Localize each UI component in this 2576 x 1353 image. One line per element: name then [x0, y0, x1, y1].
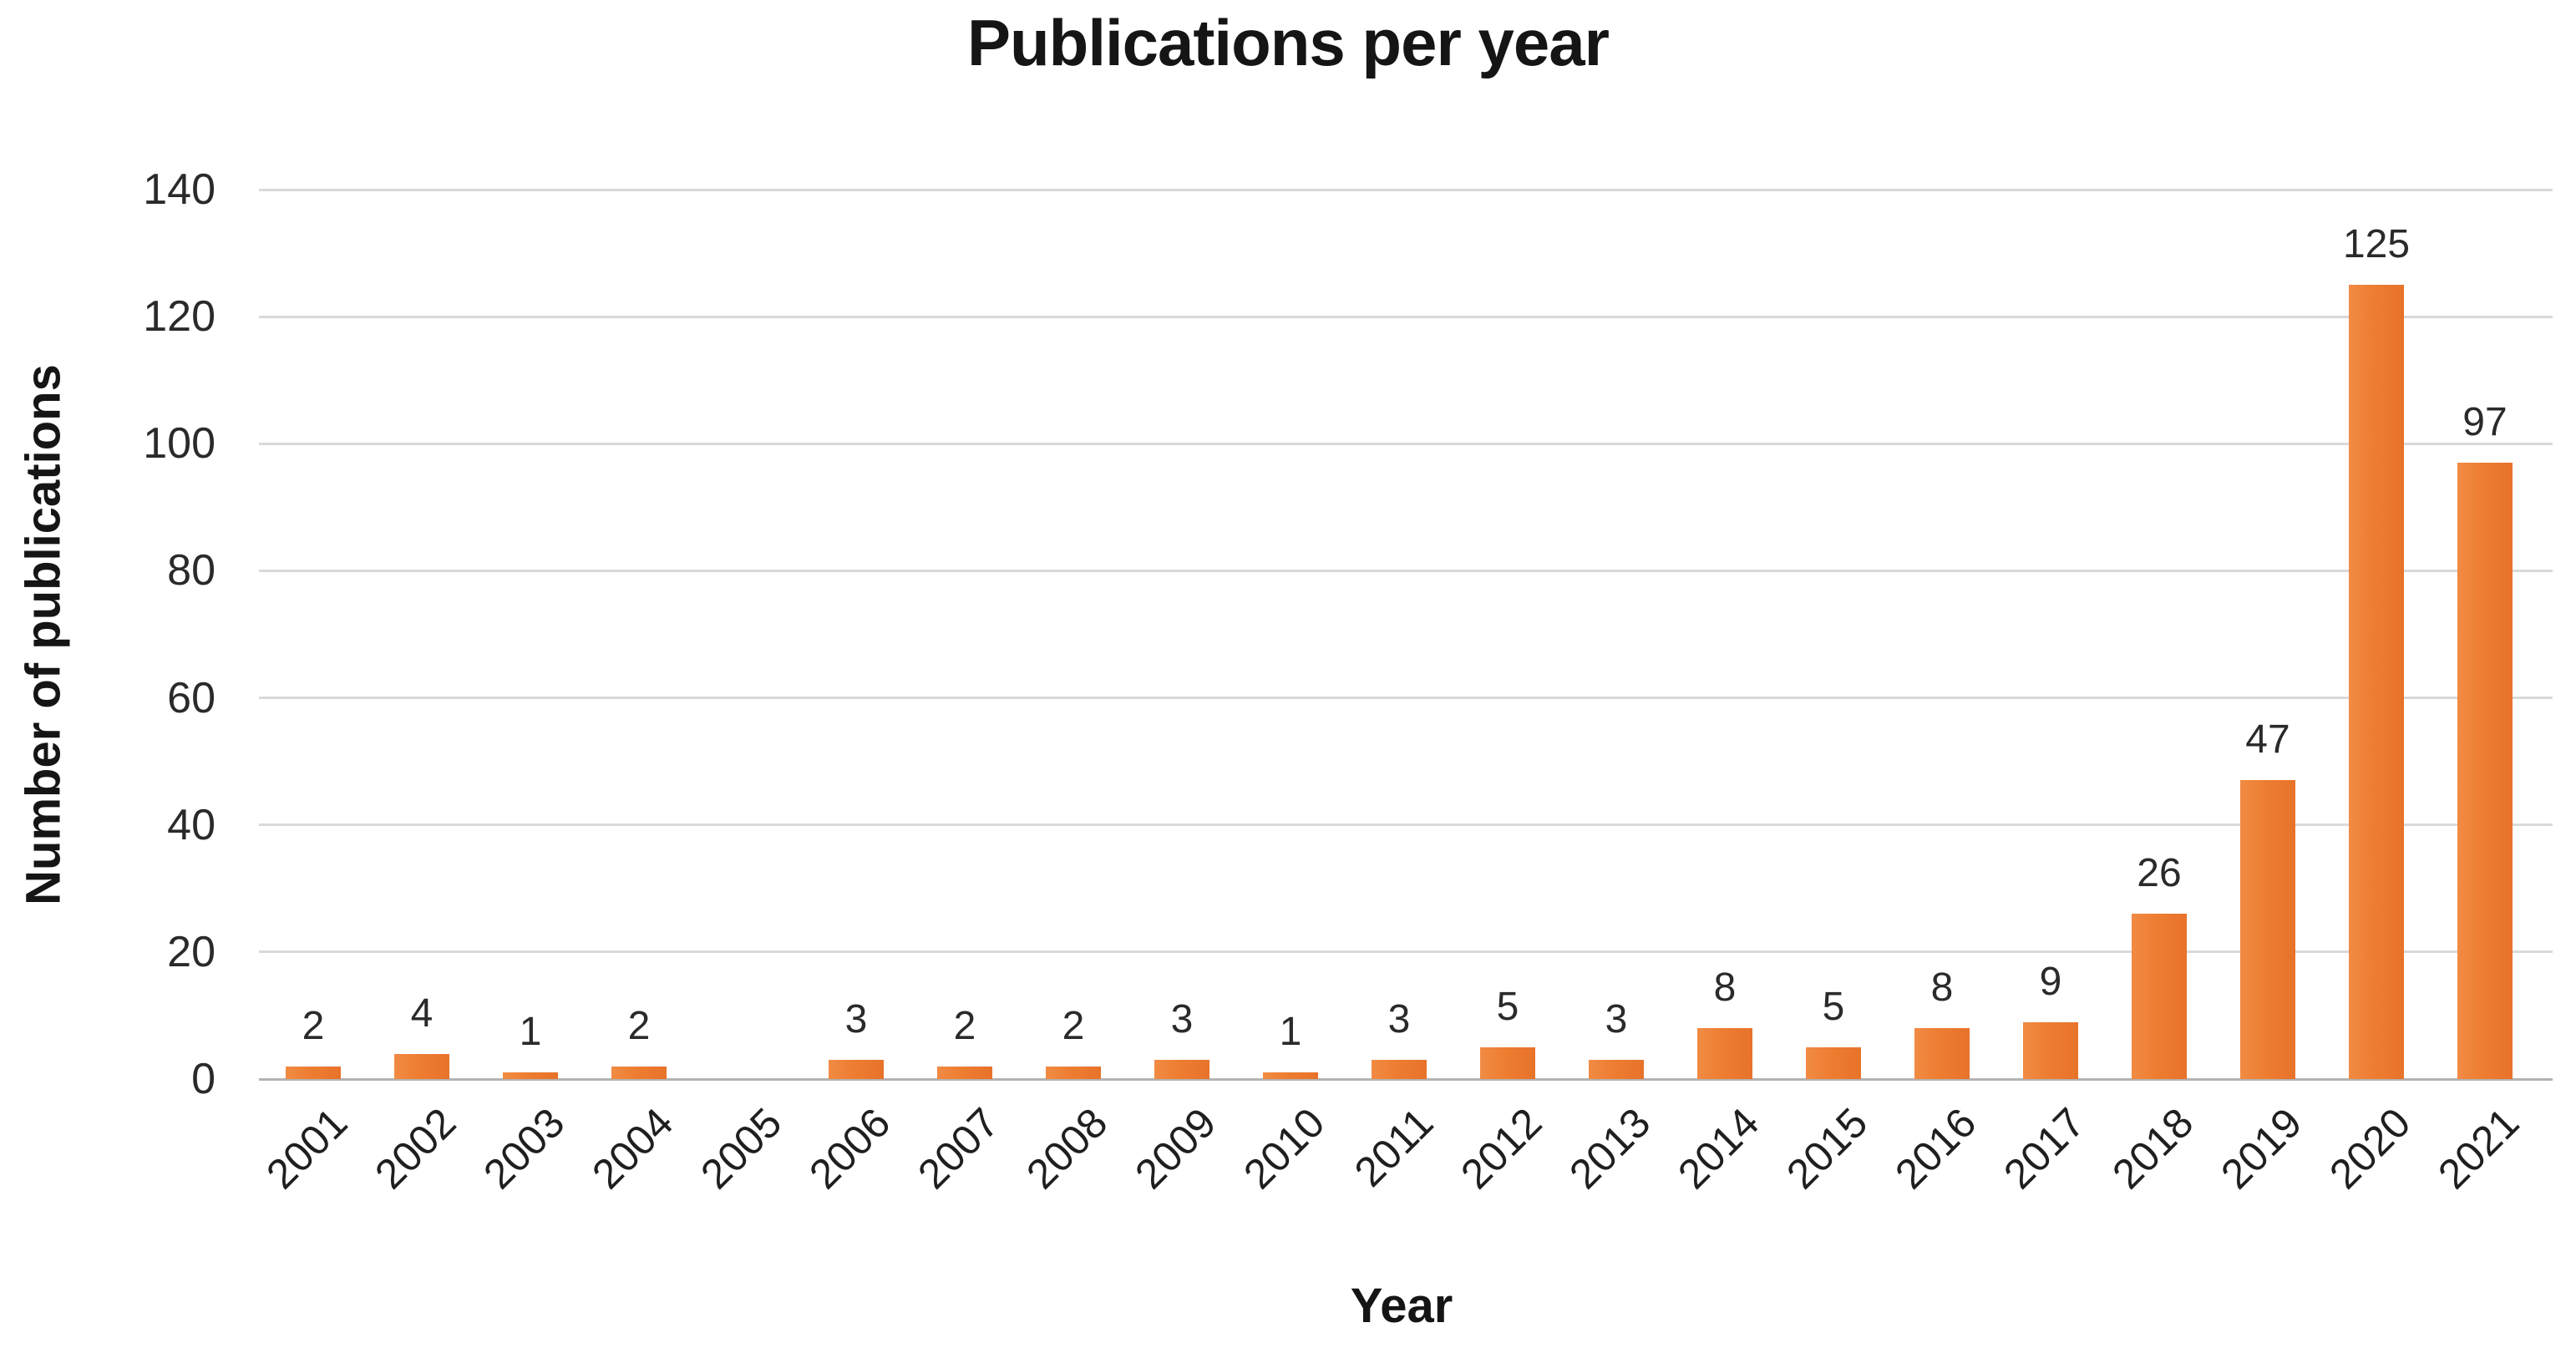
x-tick-label: 2017 [1995, 1098, 2094, 1198]
bar [2349, 285, 2404, 1079]
x-tick-label: 2011 [1345, 1098, 1443, 1196]
bar [1589, 1060, 1644, 1079]
x-tick-label: 2016 [1886, 1098, 1985, 1198]
bar [937, 1066, 992, 1079]
y-tick-label: 100 [143, 419, 216, 469]
chart-title: Publications per year [967, 6, 1610, 79]
y-tick-label: 140 [143, 165, 216, 214]
bar [1480, 1046, 1535, 1079]
bar-value-label: 5 [1822, 984, 1845, 1029]
x-tick-label: 2021 [2429, 1098, 2528, 1198]
bar [1697, 1028, 1752, 1079]
x-tick-label: 2004 [583, 1098, 682, 1198]
bar-value-label: 8 [1713, 965, 1737, 1011]
x-tick-label: 2002 [366, 1098, 465, 1198]
bar [2240, 780, 2295, 1079]
gridline [259, 569, 2553, 572]
bar-value-label: 3 [1605, 997, 1628, 1042]
bar-value-label: 97 [2462, 400, 2508, 445]
bar-value-label: 3 [844, 997, 868, 1042]
bar [2023, 1021, 2078, 1079]
bar [611, 1066, 667, 1079]
x-tick-label: 2003 [474, 1098, 574, 1198]
y-tick-label: 0 [191, 1055, 216, 1103]
gridline [259, 697, 2553, 700]
gridline [259, 950, 2553, 954]
bar [1046, 1066, 1101, 1079]
bar [503, 1072, 558, 1079]
bar-value-label: 2 [1062, 1003, 1085, 1048]
y-tick-label: 60 [167, 673, 216, 722]
gridline [259, 823, 2553, 827]
x-tick-label: 2001 [257, 1098, 357, 1198]
y-tick-label: 80 [167, 546, 216, 595]
bar [1372, 1060, 1427, 1079]
y-tick-label: 40 [167, 800, 216, 849]
bar-value-label: 125 [2342, 222, 2411, 267]
bar-value-label: 1 [1279, 1010, 1302, 1055]
bar [1914, 1028, 1970, 1079]
y-tick-label: 20 [167, 927, 216, 976]
x-axis-line [259, 1077, 2553, 1081]
bar-value-label: 2 [627, 1003, 651, 1048]
bar-value-label: 2 [302, 1003, 325, 1048]
bar [1154, 1060, 1209, 1079]
bar [829, 1060, 884, 1079]
gridline [259, 315, 2553, 318]
bar [2457, 463, 2513, 1079]
bar-value-label: 9 [2039, 959, 2062, 1004]
bar-value-label: 8 [1930, 965, 1954, 1011]
x-tick-label: 2020 [2320, 1098, 2420, 1198]
bar-value-label: 26 [2137, 851, 2182, 896]
bar [1263, 1072, 1318, 1079]
gridline [259, 188, 2553, 191]
bar-value-label: 3 [1170, 997, 1194, 1042]
bar-value-label: 47 [2245, 717, 2290, 763]
x-tick-label: 2010 [1235, 1098, 1334, 1198]
bar-value-label: 3 [1387, 997, 1411, 1042]
bar [394, 1053, 449, 1079]
bar-value-label: 5 [1496, 984, 1519, 1029]
bar-value-label: 2 [953, 1003, 976, 1048]
x-tick-label: 2013 [1560, 1098, 1660, 1198]
x-tick-label: 2019 [2212, 1098, 2311, 1198]
x-tick-label: 2014 [1669, 1098, 1768, 1198]
x-tick-label: 2007 [909, 1098, 1008, 1198]
x-axis-title: Year [1350, 1279, 1453, 1333]
gridline [259, 442, 2553, 445]
x-tick-label: 2005 [692, 1098, 791, 1198]
x-tick-label: 2008 [1017, 1098, 1117, 1198]
bar [2132, 914, 2187, 1079]
bar [286, 1066, 341, 1079]
bar-value-label: 4 [410, 991, 434, 1036]
x-tick-label: 2012 [1452, 1098, 1551, 1198]
x-tick-label: 2015 [1777, 1098, 1877, 1198]
bar [1806, 1046, 1861, 1079]
x-tick-label: 2006 [800, 1098, 900, 1198]
x-tick-label: 2018 [2103, 1098, 2203, 1198]
bar-value-label: 1 [519, 1010, 542, 1055]
x-tick-label: 2009 [1126, 1098, 1225, 1198]
y-tick-label: 120 [143, 292, 216, 342]
